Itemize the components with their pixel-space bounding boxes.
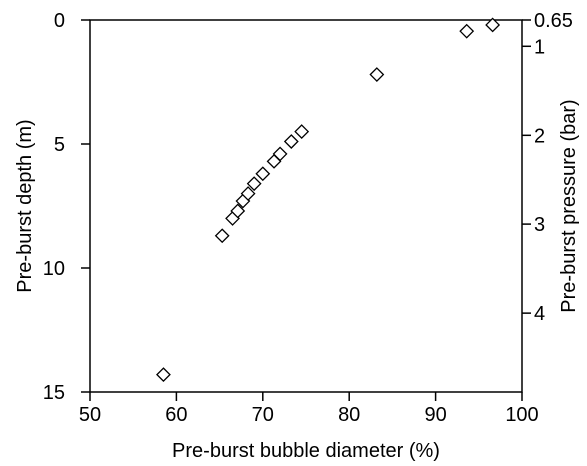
right-y-axis-title: Pre-burst pressure (bar) bbox=[558, 99, 580, 312]
x-tick-label: 60 bbox=[165, 404, 187, 426]
left-y-tick-label: 5 bbox=[54, 134, 65, 156]
data-point-diamond bbox=[255, 166, 271, 182]
data-point-diamond bbox=[283, 134, 299, 149]
data-point-diamond bbox=[240, 186, 256, 202]
plot-frame bbox=[89, 19, 523, 393]
left-y-tick-label: 10 bbox=[43, 258, 65, 280]
x-tick-label: 70 bbox=[252, 404, 274, 426]
data-point-diamond bbox=[156, 367, 171, 383]
right-y-tick-label: 4 bbox=[534, 303, 545, 325]
data-point-diamond bbox=[272, 146, 288, 162]
data-point-diamond bbox=[369, 67, 385, 82]
x-tick-label: 80 bbox=[338, 404, 360, 426]
data-point-diamond bbox=[230, 203, 246, 219]
x-tick-label: 50 bbox=[79, 404, 101, 426]
data-point-diamond bbox=[246, 176, 262, 192]
data-point-diamond bbox=[294, 124, 310, 140]
right-y-tick-label: 1 bbox=[534, 36, 545, 58]
x-tick-label: 90 bbox=[424, 404, 446, 426]
data-point-diamond bbox=[214, 228, 230, 244]
right-y-tick-label: 3 bbox=[534, 214, 545, 236]
data-point-diamond bbox=[485, 17, 501, 33]
right-y-tick-label: 2 bbox=[534, 125, 545, 147]
x-tick-label: 100 bbox=[505, 404, 538, 426]
left-y-axis-title: Pre-burst depth (m) bbox=[14, 119, 36, 292]
right-y-axis: 0.65 1 2 3 4 bbox=[522, 10, 573, 325]
data-point-diamond bbox=[459, 23, 475, 39]
left-y-tick-label: 15 bbox=[43, 382, 65, 404]
x-axis-title: Pre-burst bubble diameter (%) bbox=[172, 440, 440, 462]
x-axis: 50 60 70 80 90 100 bbox=[79, 392, 539, 426]
right-y-tick-label: 0.65 bbox=[534, 10, 573, 32]
left-y-axis: 0 5 10 15 bbox=[43, 10, 90, 404]
left-y-tick-label: 0 bbox=[54, 10, 65, 32]
data-points bbox=[156, 17, 501, 383]
